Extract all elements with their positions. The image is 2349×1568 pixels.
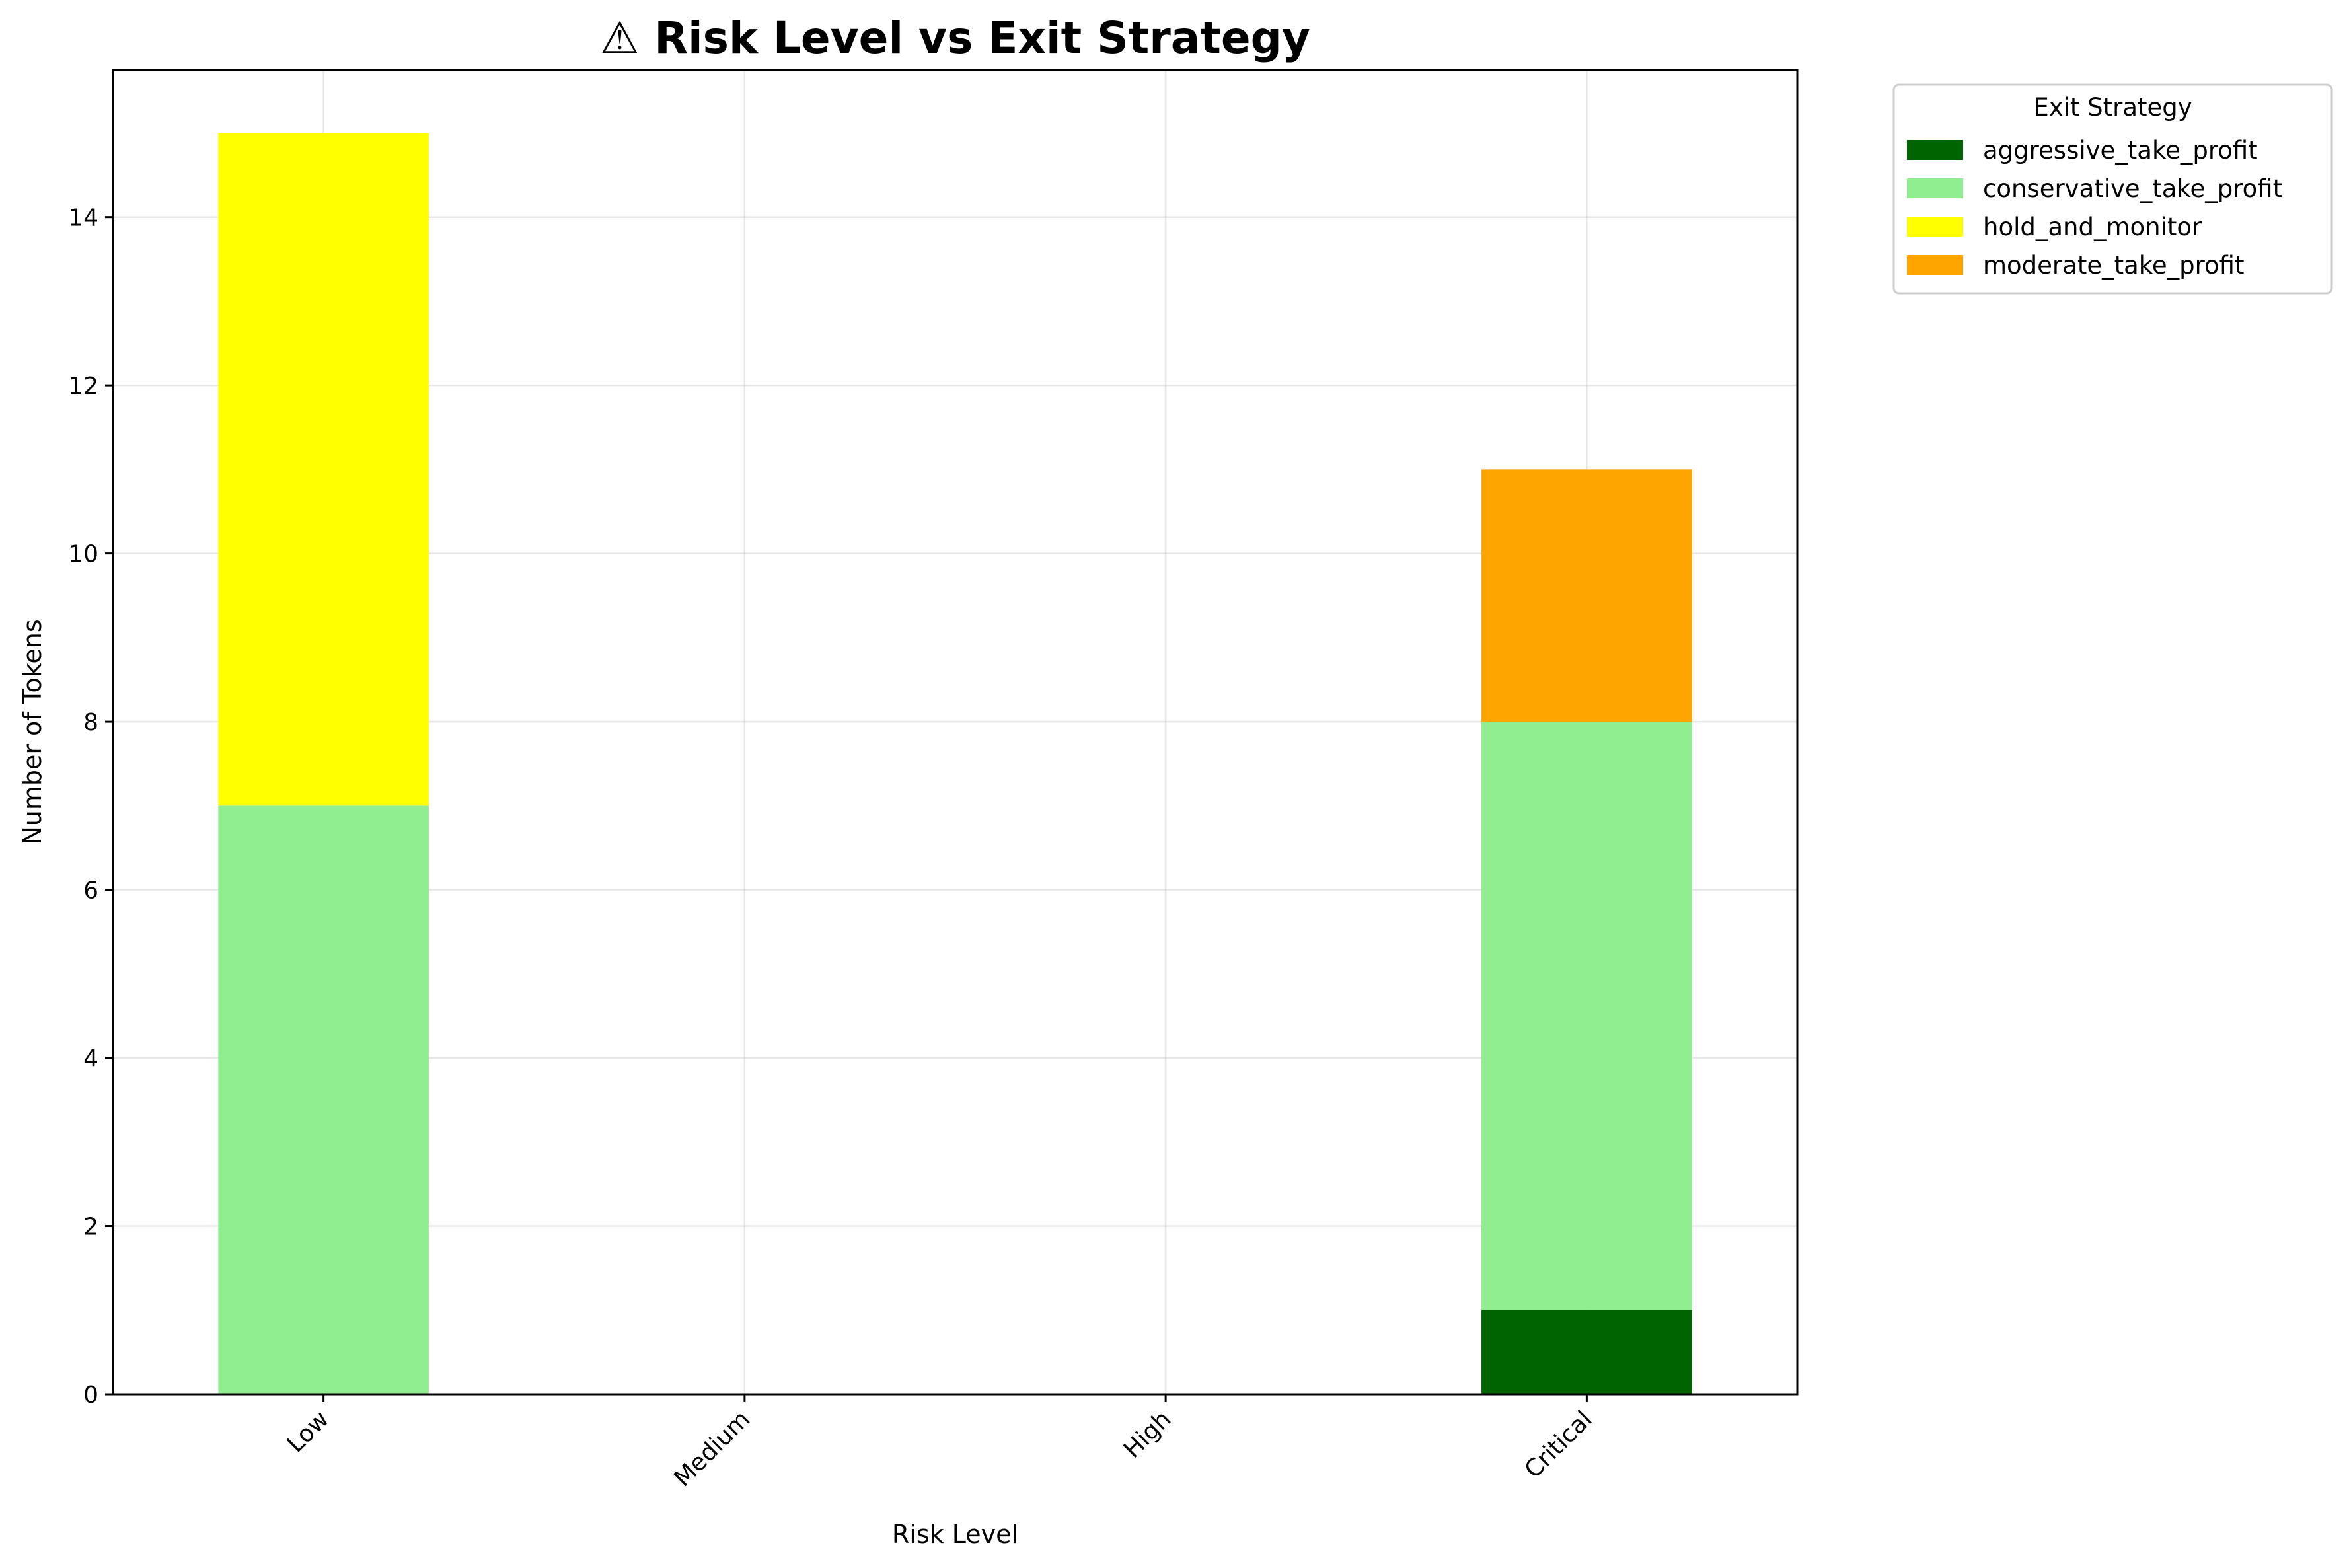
legend-label-aggressive_take_profit: aggressive_take_profit <box>1983 136 2258 165</box>
legend-swatch-aggressive_take_profit <box>1907 140 1963 160</box>
x-tick-label: Critical <box>1520 1405 1598 1483</box>
y-tick-label: 4 <box>83 1045 98 1072</box>
legend-label-conservative_take_profit: conservative_take_profit <box>1983 174 2282 203</box>
bar-moderate_take_profit-critical <box>1481 469 1692 722</box>
x-tick-label: Low <box>282 1405 334 1458</box>
legend: Exit Strategy aggressive_take_profitcons… <box>1892 83 2333 295</box>
legend-title: Exit Strategy <box>2033 93 2192 122</box>
legend-label-moderate_take_profit: moderate_take_profit <box>1983 251 2244 280</box>
y-tick-label: 12 <box>68 373 98 400</box>
legend-box <box>1892 83 2333 295</box>
legend-label-hold_and_monitor: hold_and_monitor <box>1983 213 2202 241</box>
y-axis-label: Number of Tokens <box>18 619 47 844</box>
y-axis: 0 2 4 6 8 10 12 14 <box>68 205 113 1409</box>
y-tick-label: 2 <box>83 1214 98 1241</box>
y-tick-label: 14 <box>68 205 98 232</box>
bar-conservative_take_profit-low <box>218 805 429 1394</box>
legend-swatch-moderate_take_profit <box>1907 255 1963 275</box>
chart-title: ⚠ Risk Level vs Exit Strategy <box>600 13 1310 63</box>
bar-hold_and_monitor-low <box>218 133 429 806</box>
y-tick-label: 10 <box>68 541 98 568</box>
x-axis: Low Medium High Critical <box>282 1394 1598 1492</box>
x-tick-label: High <box>1119 1405 1177 1464</box>
y-tick-label: 6 <box>83 877 98 905</box>
bar-aggressive_take_profit-critical <box>1481 1310 1692 1394</box>
x-tick-label: Medium <box>669 1405 755 1492</box>
x-axis-label: Risk Level <box>892 1520 1018 1549</box>
legend-swatch-conservative_take_profit <box>1907 178 1963 198</box>
legend-swatch-hold_and_monitor <box>1907 217 1963 237</box>
bars <box>218 133 1692 1394</box>
plot-frame <box>112 69 1799 1396</box>
y-tick-label: 8 <box>83 709 98 736</box>
y-tick-label: 0 <box>83 1382 98 1409</box>
bar-conservative_take_profit-critical <box>1481 722 1692 1310</box>
